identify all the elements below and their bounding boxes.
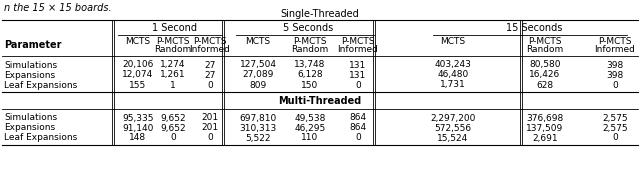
Text: 9,652: 9,652 bbox=[160, 124, 186, 132]
Text: 809: 809 bbox=[250, 80, 267, 90]
Text: 12,074: 12,074 bbox=[122, 70, 154, 80]
Text: 110: 110 bbox=[301, 134, 319, 143]
Text: 13,748: 13,748 bbox=[294, 60, 326, 70]
Text: 2,575: 2,575 bbox=[602, 114, 628, 122]
Text: MCTS: MCTS bbox=[125, 37, 150, 46]
Text: Informed: Informed bbox=[595, 45, 636, 54]
Text: Expansions: Expansions bbox=[4, 124, 55, 132]
Text: 0: 0 bbox=[612, 134, 618, 143]
Text: 1,274: 1,274 bbox=[160, 60, 186, 70]
Text: MCTS: MCTS bbox=[245, 37, 271, 46]
Text: 6,128: 6,128 bbox=[297, 70, 323, 80]
Text: P-MCTS: P-MCTS bbox=[293, 37, 327, 46]
Text: 148: 148 bbox=[129, 134, 147, 143]
Text: 46,480: 46,480 bbox=[437, 70, 468, 80]
Text: 27,089: 27,089 bbox=[243, 70, 274, 80]
Text: Informed: Informed bbox=[337, 45, 378, 54]
Text: 0: 0 bbox=[355, 134, 361, 143]
Text: 864: 864 bbox=[349, 114, 367, 122]
Text: 131: 131 bbox=[349, 70, 367, 80]
Text: 1: 1 bbox=[170, 80, 176, 90]
Text: Multi-Threaded: Multi-Threaded bbox=[278, 96, 362, 106]
Text: P-MCTS: P-MCTS bbox=[598, 37, 632, 46]
Text: 201: 201 bbox=[202, 114, 219, 122]
Text: P-MCTS: P-MCTS bbox=[193, 37, 227, 46]
Text: 27: 27 bbox=[204, 60, 216, 70]
Text: 697,810: 697,810 bbox=[239, 114, 276, 122]
Text: 137,509: 137,509 bbox=[526, 124, 564, 132]
Text: MCTS: MCTS bbox=[440, 37, 465, 46]
Text: 572,556: 572,556 bbox=[435, 124, 472, 132]
Text: 0: 0 bbox=[355, 80, 361, 90]
Text: 1 Second: 1 Second bbox=[152, 23, 196, 33]
Text: 0: 0 bbox=[207, 80, 213, 90]
Text: 628: 628 bbox=[536, 80, 554, 90]
Text: 46,295: 46,295 bbox=[294, 124, 326, 132]
Text: 27: 27 bbox=[204, 70, 216, 80]
Text: Simulations: Simulations bbox=[4, 114, 57, 122]
Text: 2,575: 2,575 bbox=[602, 124, 628, 132]
Text: 864: 864 bbox=[349, 124, 367, 132]
Text: 131: 131 bbox=[349, 60, 367, 70]
Text: 49,538: 49,538 bbox=[294, 114, 326, 122]
Text: 5 Seconds: 5 Seconds bbox=[283, 23, 333, 33]
Text: Leaf Expansions: Leaf Expansions bbox=[4, 80, 77, 90]
Text: Informed: Informed bbox=[189, 45, 230, 54]
Text: P-MCTS: P-MCTS bbox=[156, 37, 189, 46]
Text: 16,426: 16,426 bbox=[529, 70, 561, 80]
Text: 398: 398 bbox=[606, 60, 623, 70]
Text: 310,313: 310,313 bbox=[239, 124, 276, 132]
Text: 15 Seconds: 15 Seconds bbox=[506, 23, 562, 33]
Text: 2,297,200: 2,297,200 bbox=[430, 114, 476, 122]
Text: 2,691: 2,691 bbox=[532, 134, 558, 143]
Text: Single-Threaded: Single-Threaded bbox=[280, 9, 360, 19]
Text: 127,504: 127,504 bbox=[239, 60, 276, 70]
Text: 0: 0 bbox=[170, 134, 176, 143]
Text: Leaf Expansions: Leaf Expansions bbox=[4, 134, 77, 143]
Text: 95,335: 95,335 bbox=[122, 114, 154, 122]
Text: 0: 0 bbox=[207, 134, 213, 143]
Text: Simulations: Simulations bbox=[4, 60, 57, 70]
Text: Random: Random bbox=[291, 45, 328, 54]
Text: 15,524: 15,524 bbox=[437, 134, 468, 143]
Text: 150: 150 bbox=[301, 80, 319, 90]
Text: 403,243: 403,243 bbox=[435, 60, 472, 70]
Text: 9,652: 9,652 bbox=[160, 114, 186, 122]
Text: Expansions: Expansions bbox=[4, 70, 55, 80]
Text: 91,140: 91,140 bbox=[122, 124, 154, 132]
Text: 376,698: 376,698 bbox=[526, 114, 564, 122]
Text: 5,522: 5,522 bbox=[245, 134, 271, 143]
Text: Parameter: Parameter bbox=[4, 41, 61, 50]
Text: n the 15 × 15 boards.: n the 15 × 15 boards. bbox=[4, 3, 111, 13]
Text: 1,731: 1,731 bbox=[440, 80, 466, 90]
Text: 80,580: 80,580 bbox=[529, 60, 561, 70]
Text: 398: 398 bbox=[606, 70, 623, 80]
Text: 1,261: 1,261 bbox=[160, 70, 186, 80]
Text: Random: Random bbox=[154, 45, 191, 54]
Text: Random: Random bbox=[526, 45, 564, 54]
Text: 20,106: 20,106 bbox=[122, 60, 154, 70]
Text: P-MCTS: P-MCTS bbox=[528, 37, 562, 46]
Text: 0: 0 bbox=[612, 80, 618, 90]
Text: 201: 201 bbox=[202, 124, 219, 132]
Text: 155: 155 bbox=[129, 80, 147, 90]
Text: P-MCTS: P-MCTS bbox=[341, 37, 375, 46]
